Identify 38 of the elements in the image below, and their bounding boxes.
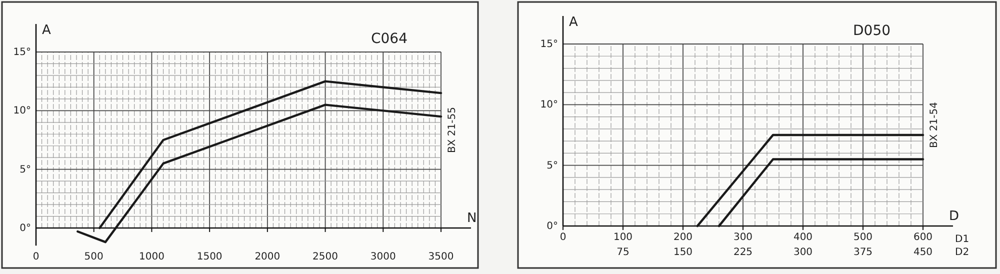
x-tick-label: 0: [32, 252, 40, 263]
chart-title: C064: [371, 31, 408, 47]
x2-tick-label: 225: [733, 247, 753, 258]
text: BX 21-54: [929, 102, 940, 148]
chart-title: D050: [853, 23, 891, 39]
x-axis-title: N: [467, 211, 477, 226]
y-tick-label: 15°: [540, 39, 558, 50]
x-tick-label: 2000: [254, 252, 280, 263]
y-tick-label: 10°: [540, 100, 558, 111]
x-axis-title: D: [949, 209, 960, 224]
x-tick-label: 2500: [312, 252, 338, 263]
y-tick-label: 0°: [546, 221, 558, 232]
x-tick-label: 500: [84, 252, 104, 263]
y-tick-label: 5°: [546, 160, 558, 172]
x-tick-label: 1500: [196, 252, 222, 263]
x2-tick-label: 150: [673, 247, 693, 258]
x-tick-label: 500: [853, 232, 873, 243]
x-tick-label: 600: [913, 232, 933, 243]
x-tick-label: 200: [673, 232, 693, 243]
y-tick-label: 10°: [13, 106, 31, 117]
x-tick-label: 300: [733, 232, 753, 243]
y-tick-label: 15°: [13, 47, 31, 58]
x-tick-label: 1000: [138, 252, 164, 263]
x-tick-label: 400: [793, 232, 813, 243]
x-tick-label: 0: [560, 232, 566, 243]
x2-tick-label: 375: [853, 247, 873, 258]
text: D1: [955, 234, 970, 245]
x2-axis-title: D2: [955, 247, 970, 258]
x-tick-label: 3000: [370, 252, 396, 263]
y-axis-title: A: [42, 23, 51, 38]
x2-tick-label: 450: [913, 247, 933, 258]
x-tick-label: 100: [613, 232, 633, 243]
text: BX 21-55: [447, 107, 458, 153]
y-axis-title: A: [569, 15, 578, 30]
y-tick-label: 0°: [20, 223, 31, 234]
y-tick-label: 5°: [20, 164, 31, 176]
x-tick-label: 3500: [428, 252, 454, 263]
x2-tick-label: 75: [616, 247, 630, 258]
